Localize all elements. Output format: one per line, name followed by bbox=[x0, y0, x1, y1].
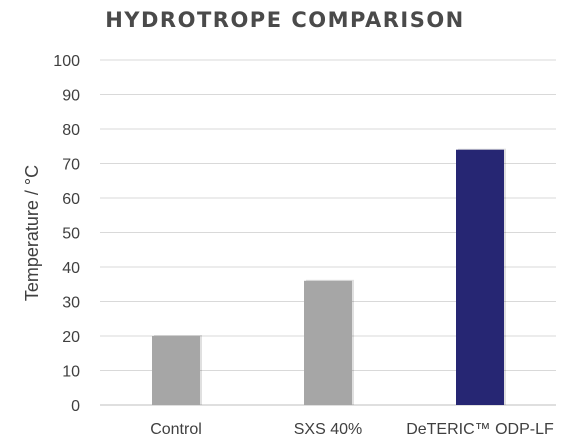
bar-1 bbox=[152, 336, 200, 405]
x-category-label: DeTERIC™ ODP-LF bbox=[406, 421, 554, 438]
y-tick-label: 70 bbox=[62, 157, 80, 174]
bar-layer bbox=[152, 148, 506, 405]
y-tick-label: 30 bbox=[62, 295, 80, 312]
y-tick-label: 50 bbox=[62, 226, 80, 243]
y-tick-label: 100 bbox=[53, 53, 80, 70]
y-tick-label: 0 bbox=[71, 398, 80, 415]
y-tick-label: 80 bbox=[62, 122, 80, 139]
y-axis-label: Temperature / °C bbox=[22, 165, 42, 301]
category-layer: Control SXS 40% DeTERIC™ ODP-LF bbox=[150, 421, 554, 438]
y-tick-label: 60 bbox=[62, 191, 80, 208]
y-tick-label: 90 bbox=[62, 88, 80, 105]
y-tick-label: 40 bbox=[62, 260, 80, 277]
bar-3 bbox=[456, 149, 504, 405]
tick-layer: 0 10 20 30 40 50 60 70 80 90 100 bbox=[53, 53, 80, 415]
y-tick-label: 20 bbox=[62, 329, 80, 346]
x-category-label: Control bbox=[150, 421, 202, 438]
x-category-label: SXS 40% bbox=[294, 421, 362, 438]
chart-title: HYDROTROPE COMPARISON bbox=[105, 8, 465, 32]
bar-2 bbox=[304, 280, 352, 405]
y-tick-label: 10 bbox=[62, 364, 80, 381]
